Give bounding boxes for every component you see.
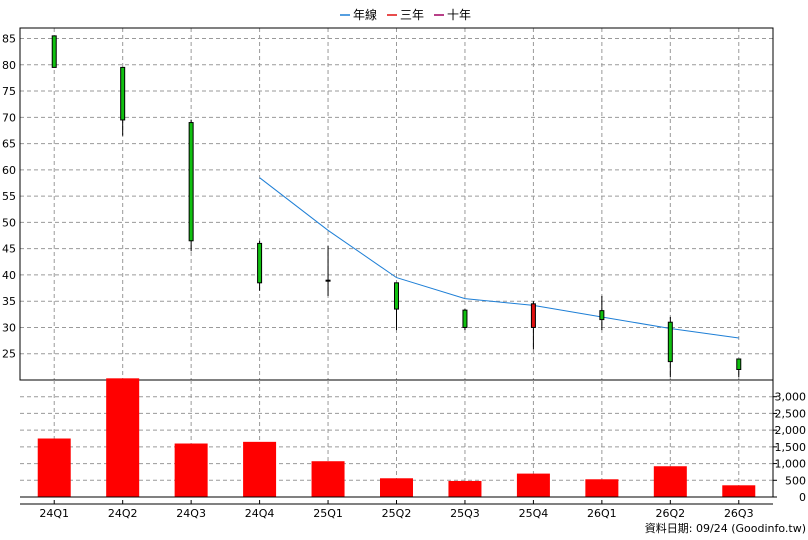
candle-body xyxy=(394,282,399,310)
volume-tick-label: 3,000 xyxy=(775,391,807,404)
volume-tick-label: 0 xyxy=(799,491,806,504)
x-tick-label: 26Q1 xyxy=(587,507,617,520)
price-tick-label: 80 xyxy=(2,59,16,72)
x-tick-label: 25Q4 xyxy=(519,507,549,520)
candle-25Q1 xyxy=(325,246,331,296)
price-tick-label: 45 xyxy=(2,243,16,256)
volume-bar-25Q4 xyxy=(516,473,550,497)
price-tick-label: 85 xyxy=(2,33,16,46)
candle-25Q4 xyxy=(530,301,536,350)
candle-26Q1 xyxy=(599,295,605,331)
candle-body xyxy=(257,242,263,284)
legend-label-2: 三年 xyxy=(400,8,424,22)
legend: 年線 三年 十年 xyxy=(340,7,471,22)
x-tick-label: 25Q3 xyxy=(450,507,480,520)
candle-24Q1 xyxy=(51,35,57,68)
x-tick-label: 25Q1 xyxy=(313,507,343,520)
candle-25Q3 xyxy=(462,309,468,331)
price-panel: 25 30 35 40 45 50 55 60 65 70 75 80 85 xyxy=(2,27,774,381)
price-tick-label: 70 xyxy=(2,111,16,124)
price-tick-label: 65 xyxy=(2,138,16,151)
footer-source: 資料日期: 09/24 (Goodinfo.tw) xyxy=(645,521,806,535)
volume-tick-label: 2,000 xyxy=(775,424,807,437)
volume-tick-label: 500 xyxy=(785,474,806,487)
x-axis: 24Q1 24Q2 24Q3 24Q4 25Q1 25Q2 25Q3 25Q4 26Q1 26Q2… xyxy=(20,500,773,520)
candle-body xyxy=(325,279,331,282)
candle-body xyxy=(51,35,57,68)
price-tick-label: 55 xyxy=(2,190,16,203)
x-tick-label: 26Q3 xyxy=(724,507,754,520)
volume-bar-26Q2 xyxy=(653,466,687,497)
price-tick-label: 30 xyxy=(2,321,16,334)
candle-body xyxy=(188,122,194,242)
volume-tick-label: 2,500 xyxy=(775,407,807,420)
volume-bar-26Q3 xyxy=(722,485,756,497)
candle-24Q3 xyxy=(188,119,194,252)
volume-bar-25Q1 xyxy=(311,461,345,497)
volume-bar-26Q1 xyxy=(585,479,619,497)
x-tick-label: 25Q2 xyxy=(382,507,412,520)
x-tick-label: 24Q2 xyxy=(108,507,138,520)
volume-bar-25Q3 xyxy=(448,480,482,497)
volume-bar-24Q4 xyxy=(243,441,277,497)
candle-body xyxy=(120,66,126,121)
price-tick-label: 50 xyxy=(2,216,16,229)
candle-body xyxy=(530,303,536,328)
candle-25Q2 xyxy=(394,282,399,331)
legend-label-1: 年線 xyxy=(353,7,377,22)
volume-bar-25Q2 xyxy=(380,478,413,497)
candle-body xyxy=(462,309,468,328)
candle-body xyxy=(667,321,673,363)
x-tick-label: 24Q3 xyxy=(176,507,206,520)
volume-bar-24Q3 xyxy=(174,443,208,497)
volume-tick-label: 1,500 xyxy=(775,441,807,454)
volume-bar-24Q2 xyxy=(106,378,140,497)
x-tick-label: 24Q4 xyxy=(245,507,275,520)
candle-body xyxy=(599,310,605,321)
candle-24Q4 xyxy=(257,240,263,291)
volume-bar-24Q1 xyxy=(37,438,71,497)
volume-tick-label: 1,000 xyxy=(775,458,807,471)
price-tick-label: 40 xyxy=(2,269,16,282)
candle-24Q2 xyxy=(120,66,126,136)
legend-label-3: 十年 xyxy=(447,8,471,22)
x-tick-label: 24Q1 xyxy=(39,507,69,520)
year-line xyxy=(259,177,739,339)
price-tick-label: 25 xyxy=(2,348,16,361)
price-tick-label: 75 xyxy=(2,85,16,98)
volume-panel: 0 500 1,000 1,500 2,000 2,500 3,000 xyxy=(20,378,806,504)
candle-26Q2 xyxy=(667,316,673,378)
candle-26Q3 xyxy=(736,358,742,378)
price-tick-label: 35 xyxy=(2,295,16,308)
candle-body xyxy=(736,358,742,370)
x-tick-label: 26Q2 xyxy=(655,507,685,520)
price-tick-label: 60 xyxy=(2,164,16,177)
